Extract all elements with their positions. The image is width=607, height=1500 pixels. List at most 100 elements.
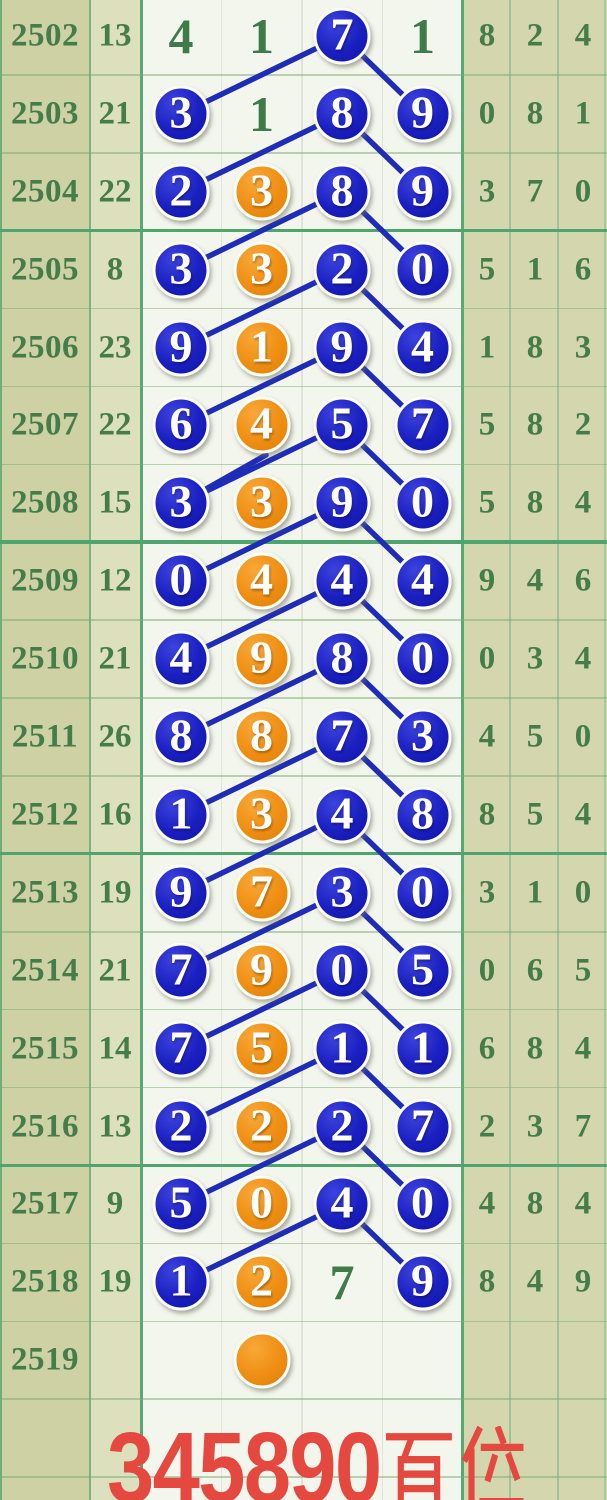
result-digit-cell: 1 xyxy=(526,874,544,911)
trend-blue-circle: 0 xyxy=(152,552,210,610)
result-digit-cell: 2 xyxy=(478,1108,496,1145)
circle-digit: 7 xyxy=(250,865,273,917)
sum-cell: 22 xyxy=(98,406,132,443)
row-border xyxy=(0,1242,607,1245)
column-border xyxy=(509,0,511,1500)
trend-blue-circle: 3 xyxy=(152,85,210,143)
trend-blue-circle: 4 xyxy=(313,1175,371,1233)
trend-line xyxy=(178,266,345,351)
circle-digit: 9 xyxy=(330,475,354,527)
result-digit-cell: 8 xyxy=(526,484,544,521)
group-separator xyxy=(0,228,607,233)
trend-orange-circle: 3 xyxy=(233,474,290,532)
sum-cell: 21 xyxy=(98,640,132,677)
trend-blue-circle: 0 xyxy=(394,630,451,688)
row-border xyxy=(0,385,607,388)
result-digit-cell: 4 xyxy=(574,796,592,833)
circle-digit: 0 xyxy=(411,475,434,527)
sum-cell: 16 xyxy=(98,796,132,833)
circle-digit: 5 xyxy=(330,397,354,449)
trend-blue-circle: 5 xyxy=(313,396,371,454)
trend-blue-circle: 0 xyxy=(394,474,451,532)
trend-blue-circle: 7 xyxy=(394,396,451,454)
circle-digit: 8 xyxy=(330,631,354,683)
sum-cell: 23 xyxy=(98,329,132,366)
sum-cell: 15 xyxy=(98,484,132,521)
row-border xyxy=(0,74,607,76)
trend-blue-circle: 8 xyxy=(394,786,451,844)
trend-blue-circle: 4 xyxy=(394,319,451,377)
result-digit-cell: 5 xyxy=(478,484,496,521)
circle-digit: 0 xyxy=(411,242,434,294)
period-cell: 2508 xyxy=(11,484,79,521)
column-border xyxy=(381,0,383,1500)
trend-line xyxy=(178,1201,345,1286)
result-digit-cell: 4 xyxy=(478,718,496,755)
result-digit-cell: 5 xyxy=(478,406,496,443)
row-border xyxy=(0,1476,607,1478)
trend-blue-circle: 2 xyxy=(152,1098,210,1156)
trend-blue-circle: 9 xyxy=(152,864,210,922)
circle-digit: 6 xyxy=(169,397,193,449)
circle-digit: 4 xyxy=(411,553,434,605)
result-columns-bg xyxy=(462,0,607,1500)
circle-digit: 3 xyxy=(169,242,193,294)
sum-cell: 8 xyxy=(106,251,124,288)
trend-blue-circle: 7 xyxy=(152,942,210,1000)
circle-digit: 7 xyxy=(330,709,354,761)
result-digit-cell: 4 xyxy=(478,1185,496,1222)
circle-digit: 3 xyxy=(330,865,354,917)
circle-digit: 9 xyxy=(330,320,354,372)
circle-digit: 8 xyxy=(169,709,193,761)
trend-blue-circle: 1 xyxy=(152,1253,210,1311)
period-column-bg xyxy=(0,0,90,1500)
result-digit-cell: 5 xyxy=(478,251,496,288)
trend-blue-circle: 4 xyxy=(152,630,210,688)
trend-orange-circle: 2 xyxy=(233,1253,290,1311)
trend-plain-digit: 1 xyxy=(249,85,274,142)
trend-blue-circle: 1 xyxy=(313,1020,371,1078)
result-digit-cell: 2 xyxy=(574,406,592,443)
circle-digit: 0 xyxy=(411,1176,434,1228)
trend-blue-circle: 4 xyxy=(313,786,371,844)
result-digit-cell: 2 xyxy=(526,17,544,54)
circle-digit: 2 xyxy=(169,164,193,216)
trend-blue-circle: 7 xyxy=(313,708,371,766)
footer-prediction: 345890 xyxy=(107,1418,524,1500)
trend-orange-circle: 7 xyxy=(233,864,290,922)
result-digit-cell: 5 xyxy=(526,718,544,755)
circle-digit: 1 xyxy=(169,787,193,839)
row-border xyxy=(0,1086,607,1089)
result-digit-cell: 9 xyxy=(478,562,496,599)
circle-digit: 4 xyxy=(330,553,354,605)
trend-blue-circle: 9 xyxy=(394,163,451,221)
result-digit-cell: 8 xyxy=(478,796,496,833)
circle-digit: 3 xyxy=(169,475,193,527)
trend-blue-circle: 5 xyxy=(152,1175,210,1233)
result-digit-cell: 3 xyxy=(478,874,496,911)
trend-line xyxy=(178,111,345,195)
result-digit-cell: 3 xyxy=(478,173,496,210)
sum-cell: 22 xyxy=(98,173,132,210)
period-cell: 2514 xyxy=(11,952,79,989)
circle-digit: 3 xyxy=(411,709,434,761)
circle-digit: 0 xyxy=(250,1176,273,1228)
result-digit-cell: 8 xyxy=(526,1030,544,1067)
result-digit-cell: 6 xyxy=(526,952,544,989)
result-digit-cell: 0 xyxy=(574,874,592,911)
circle-digit: 8 xyxy=(250,709,273,761)
circle-digit: 2 xyxy=(250,1254,273,1306)
sum-cell: 14 xyxy=(98,1030,132,1067)
trend-blue-circle: 7 xyxy=(152,1020,210,1078)
row-border xyxy=(0,1398,607,1400)
result-digit-cell: 8 xyxy=(478,17,496,54)
row-border xyxy=(0,1320,607,1323)
circle-digit: 9 xyxy=(169,320,193,372)
circle-digit: 8 xyxy=(411,787,434,839)
trend-blue-circle: 8 xyxy=(313,163,371,221)
trend-line xyxy=(203,452,269,492)
circle-digit: 8 xyxy=(330,86,354,138)
trend-blue-circle: 3 xyxy=(394,708,451,766)
trend-line xyxy=(178,1045,345,1130)
